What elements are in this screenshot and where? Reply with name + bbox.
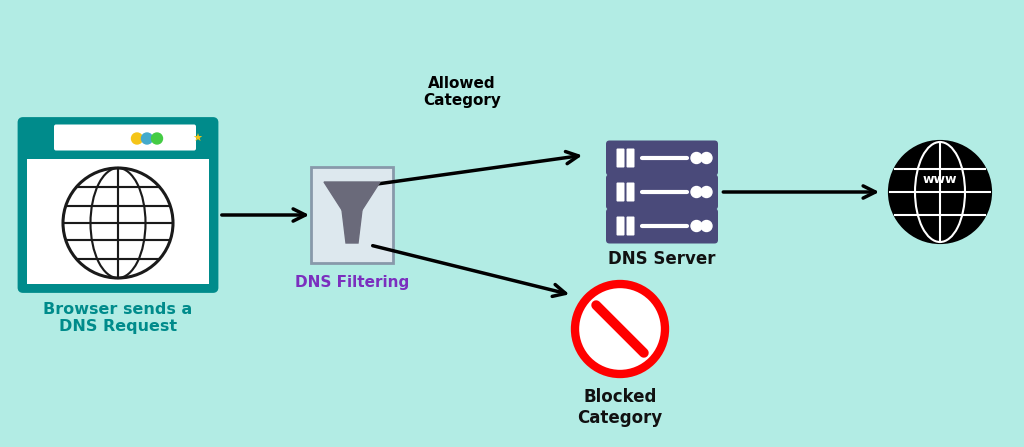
FancyBboxPatch shape xyxy=(627,216,635,236)
Circle shape xyxy=(691,220,702,232)
FancyBboxPatch shape xyxy=(627,182,635,202)
Text: Allowed
Category: Allowed Category xyxy=(423,76,501,108)
Circle shape xyxy=(141,133,153,144)
FancyBboxPatch shape xyxy=(54,125,196,151)
FancyBboxPatch shape xyxy=(616,182,625,202)
Circle shape xyxy=(701,186,712,198)
Circle shape xyxy=(890,142,990,242)
Text: Blocked
Category: Blocked Category xyxy=(578,388,663,427)
FancyBboxPatch shape xyxy=(606,174,718,210)
Polygon shape xyxy=(324,182,380,210)
FancyBboxPatch shape xyxy=(616,148,625,168)
Text: DNS Filtering: DNS Filtering xyxy=(295,274,410,290)
FancyBboxPatch shape xyxy=(613,227,711,237)
Circle shape xyxy=(701,220,712,232)
FancyBboxPatch shape xyxy=(311,168,393,262)
Text: Browser sends a
DNS Request: Browser sends a DNS Request xyxy=(43,301,193,334)
Text: ★: ★ xyxy=(193,134,202,143)
Text: www: www xyxy=(923,173,957,186)
Circle shape xyxy=(63,168,173,278)
Circle shape xyxy=(691,186,702,198)
Circle shape xyxy=(575,284,665,374)
FancyBboxPatch shape xyxy=(19,118,217,291)
Circle shape xyxy=(152,133,163,144)
FancyBboxPatch shape xyxy=(606,140,718,176)
Circle shape xyxy=(691,152,702,164)
Text: DNS Server: DNS Server xyxy=(608,250,716,268)
FancyBboxPatch shape xyxy=(627,148,635,168)
FancyBboxPatch shape xyxy=(616,216,625,236)
FancyBboxPatch shape xyxy=(27,159,209,283)
Polygon shape xyxy=(342,210,362,243)
Circle shape xyxy=(131,133,142,144)
FancyBboxPatch shape xyxy=(606,208,718,244)
Circle shape xyxy=(701,152,712,164)
